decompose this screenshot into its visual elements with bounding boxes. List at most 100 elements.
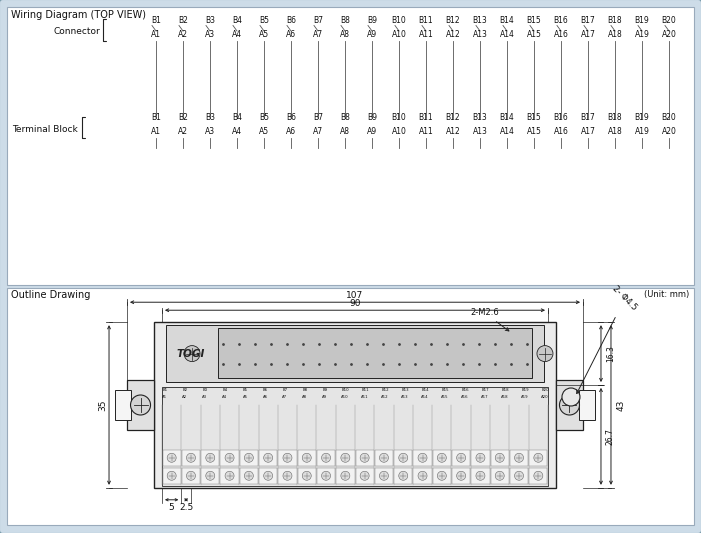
Text: A8: A8: [340, 127, 350, 136]
Text: A18: A18: [608, 127, 622, 136]
Bar: [278, 450, 297, 466]
Text: A7: A7: [313, 30, 323, 39]
Text: Outline Drawing: Outline Drawing: [11, 290, 90, 300]
Bar: [414, 450, 432, 466]
Circle shape: [322, 471, 331, 480]
Circle shape: [322, 453, 331, 462]
Text: A8: A8: [340, 30, 350, 39]
Bar: [510, 450, 528, 466]
Bar: [491, 450, 509, 466]
Text: A16: A16: [554, 127, 569, 136]
Circle shape: [245, 453, 253, 462]
Bar: [298, 468, 316, 484]
Text: B10: B10: [392, 113, 407, 122]
Text: A15: A15: [526, 30, 541, 39]
Bar: [529, 450, 547, 466]
Text: B19: B19: [634, 113, 649, 122]
Text: A14: A14: [500, 30, 515, 39]
Circle shape: [167, 453, 176, 462]
Bar: [220, 468, 239, 484]
Circle shape: [186, 453, 196, 462]
Text: B15: B15: [526, 113, 541, 122]
Bar: [510, 468, 528, 484]
Text: B16: B16: [461, 388, 469, 392]
Circle shape: [476, 453, 485, 462]
Text: B8: B8: [340, 16, 350, 25]
Text: B18: B18: [501, 388, 509, 392]
Text: B20: B20: [541, 388, 549, 392]
Bar: [414, 468, 432, 484]
Text: A5: A5: [243, 395, 247, 399]
Text: 43: 43: [617, 399, 626, 411]
Circle shape: [418, 471, 427, 480]
Text: B9: B9: [367, 113, 377, 122]
Text: B8: B8: [340, 113, 350, 122]
Text: A15: A15: [441, 395, 449, 399]
Text: B12: B12: [446, 113, 461, 122]
Circle shape: [167, 471, 176, 480]
Bar: [375, 450, 393, 466]
Circle shape: [515, 471, 524, 480]
Circle shape: [476, 471, 485, 480]
Text: B6: B6: [262, 388, 268, 392]
Bar: [452, 468, 470, 484]
Circle shape: [302, 453, 311, 462]
Circle shape: [264, 471, 273, 480]
Circle shape: [534, 471, 543, 480]
Circle shape: [283, 471, 292, 480]
Text: A19: A19: [634, 127, 649, 136]
Text: A6: A6: [262, 395, 268, 399]
Text: A8: A8: [302, 395, 308, 399]
Text: B3: B3: [205, 113, 215, 122]
Bar: [182, 468, 200, 484]
Text: A20: A20: [662, 30, 676, 39]
Circle shape: [360, 471, 369, 480]
Bar: [240, 468, 258, 484]
Text: B18: B18: [608, 113, 622, 122]
Bar: [163, 450, 181, 466]
Text: B4: B4: [222, 388, 228, 392]
Bar: [491, 468, 509, 484]
Circle shape: [537, 345, 553, 361]
Circle shape: [341, 471, 350, 480]
Circle shape: [186, 471, 196, 480]
Text: B19: B19: [521, 388, 529, 392]
Text: A12: A12: [446, 127, 461, 136]
Circle shape: [456, 471, 465, 480]
Bar: [556, 380, 583, 430]
Text: A10: A10: [392, 30, 407, 39]
Bar: [375, 468, 393, 484]
Bar: [471, 468, 489, 484]
Text: A16: A16: [554, 30, 569, 39]
Circle shape: [283, 453, 292, 462]
Text: TOGI: TOGI: [176, 349, 205, 359]
Bar: [317, 468, 335, 484]
Text: (Unit: mm): (Unit: mm): [644, 290, 689, 299]
Text: 5: 5: [169, 503, 175, 512]
Text: B12: B12: [381, 388, 389, 392]
Text: A13: A13: [401, 395, 409, 399]
Text: 2-M2.6: 2-M2.6: [470, 308, 509, 331]
Bar: [7, 7, 694, 285]
Text: 35: 35: [99, 399, 107, 411]
Text: B3: B3: [205, 16, 215, 25]
Bar: [166, 325, 544, 382]
Text: A1: A1: [151, 127, 161, 136]
Text: A6: A6: [286, 127, 296, 136]
Bar: [182, 450, 200, 466]
Text: A7: A7: [313, 127, 323, 136]
Text: A11: A11: [361, 395, 369, 399]
Text: A20: A20: [662, 127, 676, 136]
Text: B17: B17: [481, 388, 489, 392]
Text: B5: B5: [243, 388, 247, 392]
Text: B17: B17: [580, 113, 595, 122]
Circle shape: [437, 471, 447, 480]
Bar: [201, 468, 219, 484]
Bar: [355, 450, 374, 466]
Bar: [162, 387, 548, 486]
Text: A9: A9: [367, 127, 377, 136]
Circle shape: [341, 453, 350, 462]
Text: A18: A18: [501, 395, 509, 399]
Circle shape: [534, 453, 543, 462]
Text: B5: B5: [259, 113, 269, 122]
